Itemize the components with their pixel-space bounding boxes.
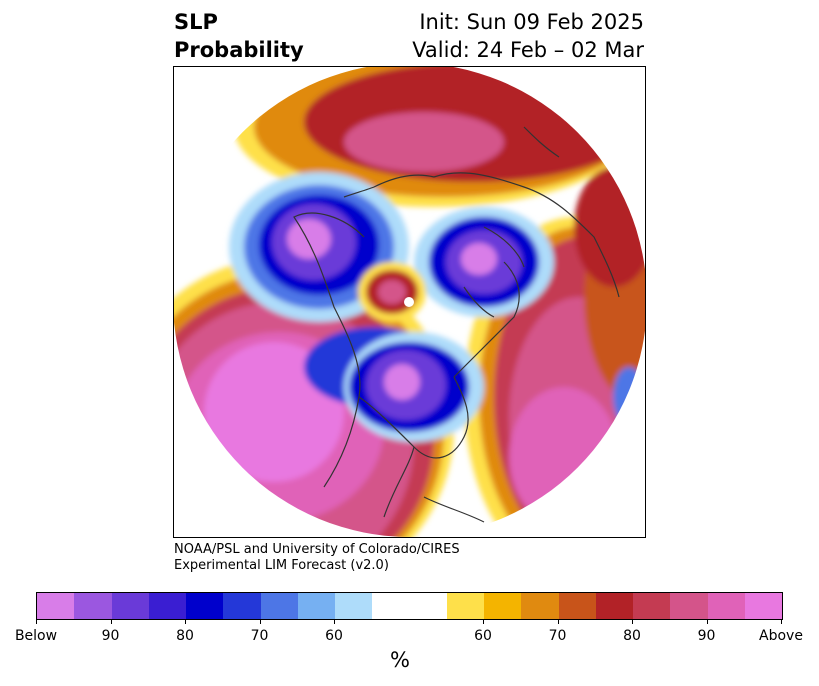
title-variable: SLP [174, 10, 218, 34]
colorbar-swatch [521, 593, 559, 619]
colorbar-swatch [372, 593, 447, 619]
colorbar-swatch [595, 593, 633, 619]
valid-dates: Valid: 24 Feb – 02 Mar [412, 38, 644, 62]
init-date: Init: Sun 09 Feb 2025 [419, 10, 644, 34]
credit-line-1: NOAA/PSL and University of Colorado/CIRE… [174, 542, 460, 557]
colorbar-tick-label: 60 [325, 628, 343, 644]
map-title: SLP Probability [174, 8, 304, 64]
colorbar-swatch [223, 593, 261, 619]
colorbar-swatch [111, 593, 149, 619]
forecast-dates: Init: Sun 09 Feb 2025 Valid: 24 Feb – 02… [412, 8, 644, 64]
colorbar-swatch [186, 593, 224, 619]
colorbar-tick-label: 90 [101, 628, 120, 644]
colorbar-tick-label: Below [14, 628, 58, 644]
colorbar-tick-mark [706, 619, 708, 624]
colorbar-unit: % [390, 648, 410, 672]
colorbar-swatch [148, 593, 186, 619]
colorbar-swatch [74, 593, 112, 619]
colorbar-swatch [744, 593, 782, 619]
colorbar-swatch [670, 593, 708, 619]
colorbar-tick-mark [557, 619, 559, 624]
polar-map [174, 67, 645, 537]
colorbar-tick-mark [632, 619, 633, 624]
map-panel [173, 66, 646, 538]
colorbar-swatch [335, 593, 373, 619]
colorbar-tick-label: 90 [697, 628, 716, 644]
coastlines [293, 126, 630, 523]
colorbar-tick-mark [259, 619, 261, 624]
colorbar-swatch [37, 593, 75, 619]
colorbar-tick-mark [185, 619, 186, 624]
colorbar-swatch [297, 593, 335, 619]
colorbar-tick-label: 70 [250, 628, 269, 644]
credit-text: NOAA/PSL and University of Colorado/CIRE… [174, 542, 460, 574]
colorbar-tick-mark [781, 619, 782, 624]
probability-field [174, 67, 645, 537]
colorbar [36, 592, 783, 620]
colorbar-tick-label: 60 [474, 628, 492, 644]
colorbar-swatch [633, 593, 671, 619]
colorbar-tick-mark [110, 619, 112, 624]
colorbar-swatch [558, 593, 596, 619]
colorbar-tick-label: Above [759, 628, 803, 644]
colorbar-tick-label: 80 [623, 628, 641, 644]
colorbar-tick-label: 70 [548, 628, 567, 644]
colorbar-tick-mark [483, 619, 484, 624]
pole-marker [404, 297, 414, 307]
colorbar-swatch [446, 593, 484, 619]
colorbar-swatch [707, 593, 745, 619]
colorbar-swatch [260, 593, 298, 619]
title-quantity: Probability [174, 38, 304, 62]
colorbar-swatch [484, 593, 522, 619]
colorbar-tick-label: 80 [176, 628, 194, 644]
colorbar-tick-mark [334, 619, 335, 624]
credit-line-2: Experimental LIM Forecast (v2.0) [174, 558, 389, 573]
colorbar-tick-mark [36, 619, 37, 624]
